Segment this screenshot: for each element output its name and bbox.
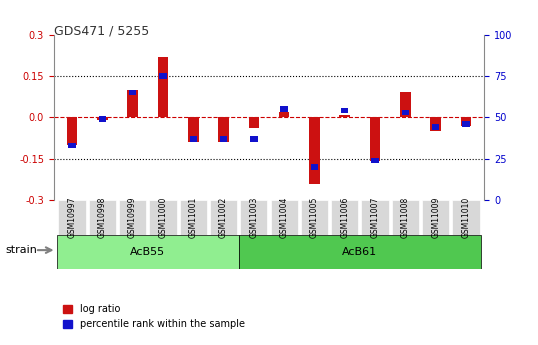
FancyBboxPatch shape bbox=[57, 235, 239, 269]
Bar bbox=[311, 164, 318, 170]
Bar bbox=[158, 57, 168, 117]
Text: GSM11009: GSM11009 bbox=[431, 197, 440, 238]
Bar bbox=[279, 112, 289, 117]
Bar bbox=[159, 73, 167, 79]
FancyBboxPatch shape bbox=[210, 200, 237, 235]
Text: GSM11010: GSM11010 bbox=[462, 197, 471, 238]
Text: GSM11003: GSM11003 bbox=[249, 197, 258, 238]
FancyBboxPatch shape bbox=[180, 200, 207, 235]
Text: GSM11002: GSM11002 bbox=[219, 197, 228, 238]
Legend: log ratio, percentile rank within the sample: log ratio, percentile rank within the sa… bbox=[59, 300, 249, 333]
Text: GSM11001: GSM11001 bbox=[189, 197, 198, 238]
Bar bbox=[249, 117, 259, 128]
FancyBboxPatch shape bbox=[331, 200, 358, 235]
Bar bbox=[189, 136, 197, 141]
Bar bbox=[280, 106, 288, 112]
Bar bbox=[68, 143, 76, 148]
FancyBboxPatch shape bbox=[149, 200, 176, 235]
Bar bbox=[371, 158, 379, 163]
Text: AcB55: AcB55 bbox=[130, 247, 165, 257]
Bar bbox=[129, 90, 136, 95]
Text: GSM11004: GSM11004 bbox=[280, 197, 289, 238]
Bar bbox=[309, 117, 320, 184]
FancyBboxPatch shape bbox=[271, 200, 298, 235]
Text: GDS471 / 5255: GDS471 / 5255 bbox=[54, 24, 149, 37]
FancyBboxPatch shape bbox=[119, 200, 146, 235]
Bar bbox=[461, 117, 471, 126]
FancyBboxPatch shape bbox=[239, 235, 481, 269]
Bar bbox=[218, 117, 229, 142]
Bar bbox=[188, 117, 199, 142]
FancyBboxPatch shape bbox=[301, 200, 328, 235]
Bar bbox=[430, 117, 441, 131]
Bar bbox=[250, 136, 258, 141]
Bar bbox=[220, 136, 227, 141]
Text: GSM11005: GSM11005 bbox=[310, 197, 319, 238]
Bar bbox=[370, 117, 380, 161]
Text: GSM11006: GSM11006 bbox=[340, 197, 349, 238]
FancyBboxPatch shape bbox=[362, 200, 389, 235]
FancyBboxPatch shape bbox=[422, 200, 449, 235]
FancyBboxPatch shape bbox=[392, 200, 419, 235]
FancyBboxPatch shape bbox=[58, 200, 86, 235]
Text: GSM10998: GSM10998 bbox=[98, 197, 107, 238]
FancyBboxPatch shape bbox=[240, 200, 267, 235]
FancyBboxPatch shape bbox=[452, 200, 480, 235]
Bar bbox=[97, 117, 108, 120]
Bar bbox=[339, 115, 350, 117]
Text: strain: strain bbox=[5, 245, 37, 255]
Bar bbox=[402, 110, 409, 115]
Bar bbox=[432, 125, 440, 130]
Text: AcB61: AcB61 bbox=[342, 247, 378, 257]
Text: GSM11008: GSM11008 bbox=[401, 197, 410, 238]
Text: GSM10999: GSM10999 bbox=[128, 197, 137, 238]
Text: GSM10997: GSM10997 bbox=[67, 197, 76, 238]
Bar bbox=[462, 121, 470, 127]
Bar bbox=[98, 116, 106, 122]
Text: GSM11007: GSM11007 bbox=[371, 197, 380, 238]
Bar bbox=[67, 117, 77, 145]
Bar bbox=[400, 92, 410, 117]
Text: GSM11000: GSM11000 bbox=[158, 197, 167, 238]
Bar bbox=[128, 90, 138, 117]
Bar bbox=[341, 108, 349, 114]
FancyBboxPatch shape bbox=[89, 200, 116, 235]
